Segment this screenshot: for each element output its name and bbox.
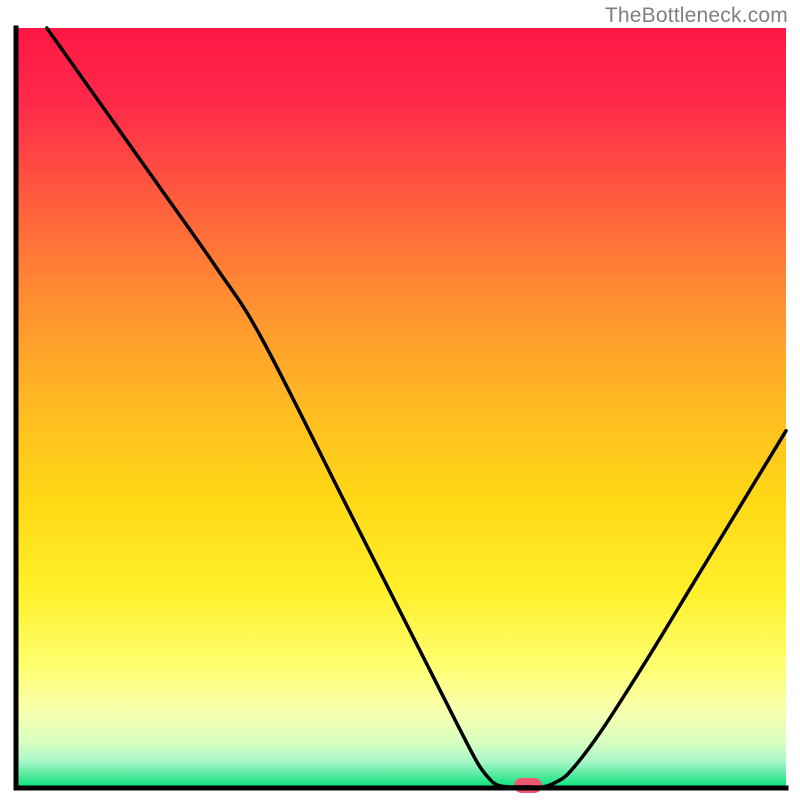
bottleneck-curve [47,28,786,787]
chart-overlay [0,0,800,800]
